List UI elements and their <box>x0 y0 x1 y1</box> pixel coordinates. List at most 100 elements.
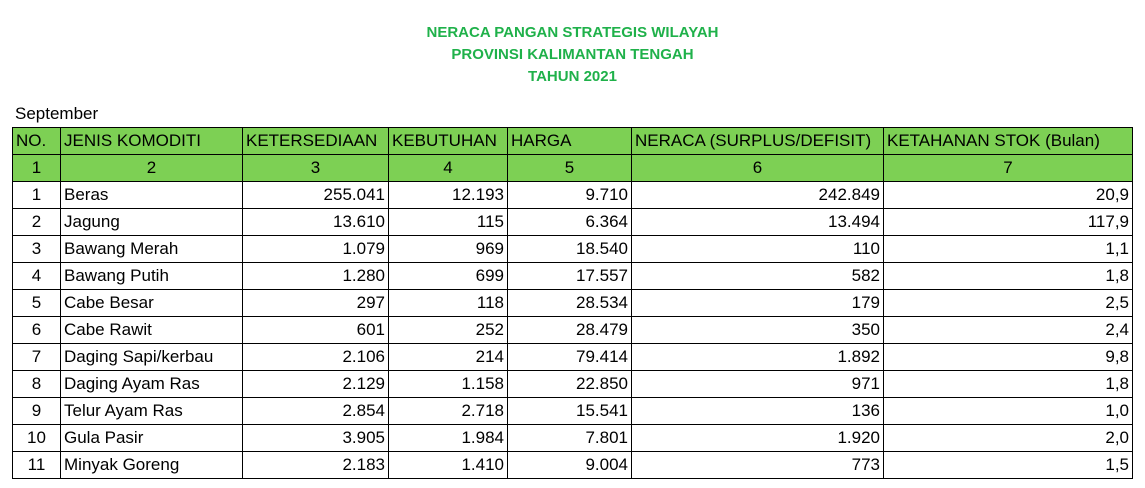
table-body: 1 Beras 255.041 12.193 9.710 242.849 20,9 2 Jagu… <box>12 181 1133 479</box>
cell-availability: 1.079 <box>242 235 389 263</box>
cell-demand: 214 <box>388 343 508 371</box>
table-index-row: 1 2 3 4 5 6 7 <box>12 154 1133 182</box>
header-demand: KEBUTUHAN <box>388 127 508 155</box>
cell-price: 22.850 <box>507 370 632 398</box>
table-row: 2 Jagung 13.610 115 6.364 13.494 117,9 <box>12 208 1133 236</box>
cell-balance: 773 <box>631 451 884 479</box>
cell-demand: 1.158 <box>388 370 508 398</box>
cell-stock-months: 1,5 <box>883 451 1133 479</box>
cell-demand: 115 <box>388 208 508 236</box>
cell-demand: 1.410 <box>388 451 508 479</box>
cell-balance: 582 <box>631 262 884 290</box>
cell-balance: 110 <box>631 235 884 263</box>
cell-balance: 13.494 <box>631 208 884 236</box>
cell-stock-months: 2,0 <box>883 424 1133 452</box>
cell-commodity: Daging Ayam Ras <box>60 370 243 398</box>
header-commodity: JENIS KOMODITI <box>60 127 243 155</box>
cell-stock-months: 1,8 <box>883 262 1133 290</box>
cell-price: 15.541 <box>507 397 632 425</box>
index-cell: 5 <box>507 154 632 182</box>
title-line-1: NERACA PANGAN STRATEGIS WILAYAH <box>426 24 719 41</box>
index-cell: 4 <box>388 154 508 182</box>
header-stock-resilience: KETAHANAN STOK (Bulan) <box>883 127 1133 155</box>
index-cell: 2 <box>60 154 243 182</box>
cell-no: 10 <box>12 424 61 452</box>
cell-price: 79.414 <box>507 343 632 371</box>
header-availability: KETERSEDIAAN <box>242 127 389 155</box>
cell-no: 8 <box>12 370 61 398</box>
cell-availability: 2.183 <box>242 451 389 479</box>
cell-stock-months: 20,9 <box>883 181 1133 209</box>
cell-availability: 13.610 <box>242 208 389 236</box>
table-row: 4 Bawang Putih 1.280 699 17.557 582 1,8 <box>12 262 1133 290</box>
cell-availability: 255.041 <box>242 181 389 209</box>
cell-price: 6.364 <box>507 208 632 236</box>
cell-commodity: Daging Sapi/kerbau <box>60 343 243 371</box>
cell-price: 18.540 <box>507 235 632 263</box>
table-row: 1 Beras 255.041 12.193 9.710 242.849 20,9 <box>12 181 1133 209</box>
cell-balance: 971 <box>631 370 884 398</box>
cell-stock-months: 117,9 <box>883 208 1133 236</box>
cell-commodity: Beras <box>60 181 243 209</box>
cell-no: 7 <box>12 343 61 371</box>
cell-price: 7.801 <box>507 424 632 452</box>
index-cell: 1 <box>12 154 61 182</box>
table-row: 9 Telur Ayam Ras 2.854 2.718 15.541 136 1,0 <box>12 397 1133 425</box>
table-row: 3 Bawang Merah 1.079 969 18.540 110 1,1 <box>12 235 1133 263</box>
cell-demand: 12.193 <box>388 181 508 209</box>
cell-price: 28.479 <box>507 316 632 344</box>
cell-no: 6 <box>12 316 61 344</box>
cell-commodity: Telur Ayam Ras <box>60 397 243 425</box>
cell-demand: 2.718 <box>388 397 508 425</box>
cell-availability: 2.106 <box>242 343 389 371</box>
cell-demand: 1.984 <box>388 424 508 452</box>
cell-no: 11 <box>12 451 61 479</box>
cell-balance: 179 <box>631 289 884 317</box>
cell-commodity: Bawang Putih <box>60 262 243 290</box>
commodity-balance-table: NO. JENIS KOMODITI KETERSEDIAAN KEBUTUHA… <box>12 127 1133 479</box>
table-row: 8 Daging Ayam Ras 2.129 1.158 22.850 971 1,8 <box>12 370 1133 398</box>
cell-commodity: Jagung <box>60 208 243 236</box>
cell-availability: 3.905 <box>242 424 389 452</box>
cell-availability: 2.854 <box>242 397 389 425</box>
cell-commodity: Bawang Merah <box>60 235 243 263</box>
cell-no: 1 <box>12 181 61 209</box>
cell-stock-months: 1,1 <box>883 235 1133 263</box>
cell-balance: 242.849 <box>631 181 884 209</box>
table-row: 7 Daging Sapi/kerbau 2.106 214 79.414 1.892 9,… <box>12 343 1133 371</box>
table-row: 6 Cabe Rawit 601 252 28.479 350 2,4 <box>12 316 1133 344</box>
cell-price: 9.004 <box>507 451 632 479</box>
table-row: 10 Gula Pasir 3.905 1.984 7.801 1.920 2,0 <box>12 424 1133 452</box>
cell-commodity: Minyak Goreng <box>60 451 243 479</box>
title-line-3: TAHUN 2021 <box>528 68 617 85</box>
index-cell: 6 <box>631 154 884 182</box>
table-row: 5 Cabe Besar 297 118 28.534 179 2,5 <box>12 289 1133 317</box>
cell-price: 9.710 <box>507 181 632 209</box>
cell-demand: 252 <box>388 316 508 344</box>
cell-balance: 1.892 <box>631 343 884 371</box>
cell-demand: 699 <box>388 262 508 290</box>
cell-stock-months: 9,8 <box>883 343 1133 371</box>
cell-balance: 350 <box>631 316 884 344</box>
index-cell: 7 <box>883 154 1133 182</box>
cell-availability: 1.280 <box>242 262 389 290</box>
table-row: 11 Minyak Goreng 2.183 1.410 9.004 773 1,5 <box>12 451 1133 479</box>
index-cell: 3 <box>242 154 389 182</box>
cell-demand: 118 <box>388 289 508 317</box>
cell-balance: 136 <box>631 397 884 425</box>
cell-stock-months: 1,8 <box>883 370 1133 398</box>
cell-no: 3 <box>12 235 61 263</box>
cell-commodity: Cabe Rawit <box>60 316 243 344</box>
cell-no: 2 <box>12 208 61 236</box>
cell-price: 28.534 <box>507 289 632 317</box>
cell-stock-months: 2,4 <box>883 316 1133 344</box>
cell-commodity: Gula Pasir <box>60 424 243 452</box>
cell-no: 5 <box>12 289 61 317</box>
header-balance: NERACA (SURPLUS/DEFISIT) <box>631 127 884 155</box>
cell-no: 9 <box>12 397 61 425</box>
cell-demand: 969 <box>388 235 508 263</box>
cell-no: 4 <box>12 262 61 290</box>
cell-availability: 601 <box>242 316 389 344</box>
cell-price: 17.557 <box>507 262 632 290</box>
report-title: NERACA PANGAN STRATEGIS WILAYAH PROVINSI… <box>0 22 1145 88</box>
